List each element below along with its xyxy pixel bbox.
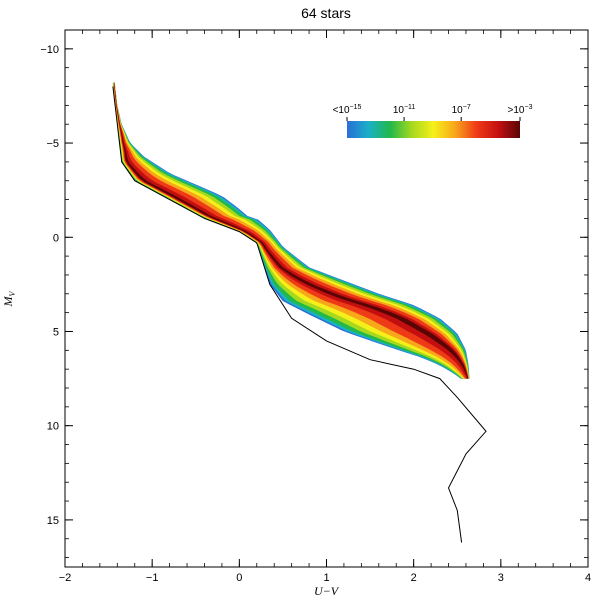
y-tick-label: 15: [47, 515, 59, 527]
y-tick-label: 5: [53, 326, 59, 338]
y-tick-label: −5: [46, 138, 59, 150]
colorbar: <10−15 10−11 10−7 >10−3: [333, 104, 533, 138]
colorbar-label: 10−7: [452, 104, 471, 116]
x-axis-label: U−V: [314, 584, 340, 598]
main-sequence-line: [112, 86, 487, 543]
y-axis-label-main: M: [1, 295, 15, 307]
colorbar-gradient: [347, 121, 520, 138]
x-tick-label: 1: [323, 572, 329, 584]
density-band: [112, 82, 470, 379]
chart-title: 64 stars: [301, 5, 351, 21]
y-axis-label: MV: [1, 290, 17, 307]
colorbar-label: 10−11: [393, 104, 416, 116]
x-tick-label: 2: [411, 572, 417, 584]
y-tick-label: 0: [53, 232, 59, 244]
x-tick-label: 3: [498, 572, 504, 584]
y-tick-label: 10: [47, 421, 59, 433]
colorbar-label: >10−3: [508, 104, 533, 116]
y-axis-label-sub: V: [8, 290, 17, 296]
y-tick-label: −10: [40, 44, 59, 56]
x-tick-label: −2: [59, 572, 72, 584]
x-tick-label: −1: [146, 572, 159, 584]
colorbar-label: <10−15: [333, 104, 362, 116]
main-sequence-line-group: [112, 86, 487, 543]
density-shell-6: [113, 82, 469, 379]
x-tick-label: 0: [236, 572, 242, 584]
x-tick-label: 4: [585, 572, 591, 584]
